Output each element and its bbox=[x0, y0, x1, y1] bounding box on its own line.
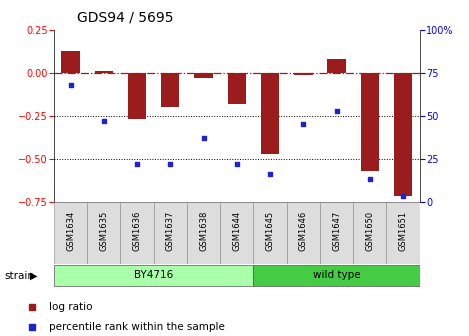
Text: GSM1637: GSM1637 bbox=[166, 211, 175, 251]
Bar bbox=[54, 202, 87, 264]
Bar bbox=[227, 73, 246, 104]
Bar bbox=[320, 202, 353, 264]
Bar bbox=[161, 73, 180, 108]
Bar bbox=[353, 202, 386, 264]
Bar bbox=[187, 202, 220, 264]
Text: ▶: ▶ bbox=[30, 270, 38, 281]
Text: log ratio: log ratio bbox=[49, 302, 92, 312]
Bar bbox=[261, 73, 279, 154]
Point bbox=[348, 258, 356, 263]
Bar bbox=[154, 202, 187, 264]
Point bbox=[67, 82, 74, 88]
Text: GSM1634: GSM1634 bbox=[66, 211, 75, 251]
Bar bbox=[195, 73, 213, 78]
Text: BY4716: BY4716 bbox=[134, 270, 174, 280]
Point bbox=[200, 135, 207, 141]
Bar bbox=[287, 202, 320, 264]
Text: GSM1651: GSM1651 bbox=[399, 211, 408, 251]
Bar bbox=[87, 202, 121, 264]
Text: GSM1638: GSM1638 bbox=[199, 211, 208, 251]
Point bbox=[366, 177, 374, 182]
Text: GSM1650: GSM1650 bbox=[365, 211, 374, 251]
Text: strain: strain bbox=[5, 270, 35, 281]
Text: GSM1636: GSM1636 bbox=[133, 211, 142, 251]
Bar bbox=[61, 51, 80, 73]
Bar bbox=[54, 265, 253, 286]
Text: GSM1635: GSM1635 bbox=[99, 211, 108, 251]
Point bbox=[133, 161, 141, 167]
Point bbox=[333, 108, 340, 114]
Text: GSM1645: GSM1645 bbox=[265, 211, 275, 251]
Text: GSM1646: GSM1646 bbox=[299, 211, 308, 251]
Point bbox=[400, 194, 407, 199]
Point bbox=[266, 171, 274, 177]
Bar bbox=[253, 202, 287, 264]
Bar bbox=[220, 202, 253, 264]
Point bbox=[233, 161, 241, 167]
Bar bbox=[394, 73, 412, 197]
Bar bbox=[121, 202, 154, 264]
Text: wild type: wild type bbox=[313, 270, 361, 280]
Bar bbox=[128, 73, 146, 119]
Text: percentile rank within the sample: percentile rank within the sample bbox=[49, 322, 225, 332]
Point bbox=[100, 118, 107, 124]
Text: GSM1647: GSM1647 bbox=[332, 211, 341, 251]
Bar bbox=[294, 73, 312, 75]
Point bbox=[300, 122, 307, 127]
Bar bbox=[361, 73, 379, 171]
Point bbox=[348, 84, 356, 89]
Bar bbox=[95, 71, 113, 73]
Bar bbox=[253, 265, 420, 286]
Point bbox=[166, 161, 174, 167]
Text: GSM1644: GSM1644 bbox=[232, 211, 242, 251]
Text: GDS94 / 5695: GDS94 / 5695 bbox=[77, 10, 174, 24]
Bar bbox=[327, 59, 346, 73]
Bar bbox=[386, 202, 420, 264]
